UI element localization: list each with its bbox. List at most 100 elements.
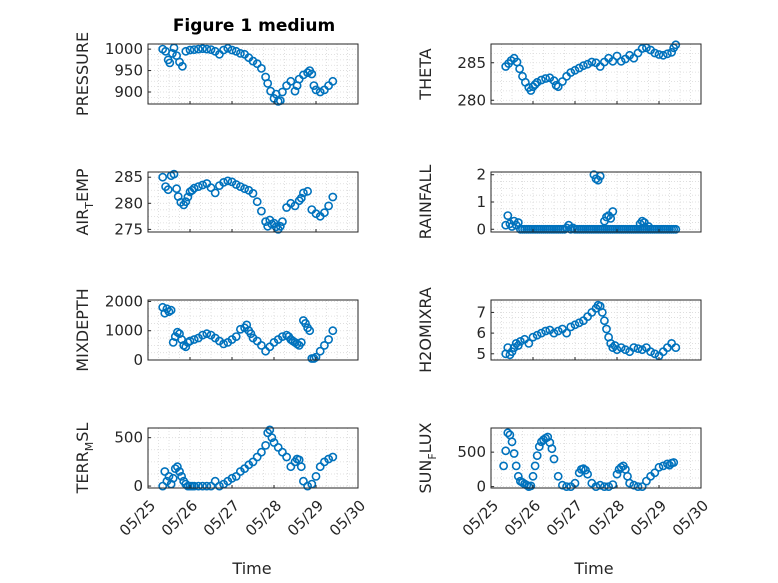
- data-point: [528, 332, 538, 342]
- data-point: [290, 86, 300, 96]
- data-point: [227, 473, 237, 483]
- y-tick-label: 280: [114, 194, 143, 212]
- ylabel-pressure: PRESSURE: [73, 32, 92, 116]
- data-point: [583, 469, 592, 479]
- subplot-air_temp: 275 280 285 AIRTEMP: [73, 168, 359, 238]
- axes-box: [490, 427, 702, 489]
- data-point: [541, 74, 550, 83]
- data-point: [296, 193, 306, 203]
- ylabel-h2omixra: H2OMIXRA: [416, 287, 435, 373]
- data-point: [286, 76, 296, 86]
- data-point: [600, 482, 609, 491]
- data-point: [549, 76, 559, 86]
- data-point: [311, 471, 321, 481]
- data-point: [637, 482, 647, 491]
- data-point: [319, 208, 329, 218]
- subplot-rainfall: 0 1 2 RAINFALL: [416, 165, 702, 240]
- data-point: [181, 46, 191, 56]
- y-tick-label: 2: [476, 166, 486, 184]
- data-point: [574, 318, 584, 328]
- data-point: [290, 201, 300, 211]
- ylabel-rainfall: RAINFALL: [416, 165, 435, 240]
- data-point: [307, 69, 317, 79]
- data-point: [193, 182, 203, 191]
- data-point: [198, 481, 207, 491]
- data-point: [650, 349, 660, 359]
- data-point: [562, 328, 571, 338]
- y-tick-label: 1000: [105, 322, 143, 340]
- data-point: [547, 444, 557, 454]
- data-point: [558, 77, 567, 86]
- x-tick-label: 05/29: [627, 496, 670, 539]
- data-point: [305, 326, 315, 336]
- data-point: [516, 336, 525, 346]
- data-point: [532, 330, 542, 340]
- data-point: [187, 185, 197, 195]
- data-point: [654, 462, 664, 472]
- y-tick-label: 5: [476, 345, 486, 363]
- data-point: [252, 197, 262, 207]
- data-point: [275, 221, 285, 231]
- data-point: [296, 337, 306, 347]
- data-point: [650, 468, 660, 478]
- series-pressure: [158, 43, 338, 106]
- data-point: [256, 447, 266, 457]
- data-point: [608, 207, 618, 216]
- series-sun_flux: [499, 428, 679, 491]
- data-point: [189, 335, 199, 344]
- data-point: [256, 64, 266, 73]
- y-tick-label: 1: [476, 193, 486, 211]
- data-point: [169, 169, 179, 179]
- data-point: [328, 76, 338, 86]
- data-point: [507, 437, 517, 447]
- data-point: [602, 324, 611, 334]
- data-point: [167, 49, 177, 58]
- data-point: [629, 343, 639, 352]
- data-point: [658, 461, 668, 471]
- data-point: [644, 222, 653, 231]
- ylabel-air_temp: AIRTEMP: [73, 168, 96, 235]
- y-tick-label: 275: [114, 220, 143, 238]
- data-point: [183, 192, 193, 202]
- data-point: [621, 345, 630, 355]
- series-rainfall: [501, 170, 681, 234]
- data-point: [629, 53, 639, 63]
- data-point: [324, 201, 333, 211]
- data-point: [158, 172, 168, 182]
- y-tick-label: 0: [476, 478, 486, 496]
- data-point: [566, 68, 576, 77]
- data-point: [185, 336, 195, 346]
- grid-rainfall: [490, 172, 702, 232]
- data-point: [604, 482, 613, 491]
- data-point: [671, 40, 681, 50]
- data-point: [175, 467, 184, 476]
- data-point: [315, 346, 325, 356]
- data-point: [612, 345, 622, 355]
- data-point: [625, 478, 634, 488]
- data-point: [513, 471, 523, 481]
- data-point: [198, 44, 207, 54]
- data-point: [530, 80, 540, 89]
- data-point: [298, 70, 308, 80]
- axes-box: [490, 43, 702, 105]
- data-point: [537, 328, 546, 338]
- data-point: [669, 458, 679, 467]
- data-point: [608, 343, 618, 352]
- data-point: [629, 480, 639, 490]
- data-point: [298, 188, 308, 198]
- x-tick-label: 05/30: [326, 496, 369, 539]
- data-point: [235, 49, 245, 58]
- data-point: [509, 343, 519, 352]
- x-tick-label: 05/28: [242, 496, 285, 539]
- data-point: [328, 452, 338, 462]
- data-point: [499, 461, 508, 471]
- data-point: [315, 87, 325, 97]
- subplot-mixdepth: 0 1000 2000 MIXDEPTH: [73, 288, 359, 372]
- data-point: [507, 222, 517, 231]
- data-point: [223, 176, 233, 186]
- data-point: [553, 471, 563, 481]
- axes-box: [147, 427, 359, 489]
- y-tick-label: 0: [476, 220, 486, 238]
- x-tick-label: 05/30: [669, 496, 712, 539]
- y-tick-label: 280: [457, 91, 486, 109]
